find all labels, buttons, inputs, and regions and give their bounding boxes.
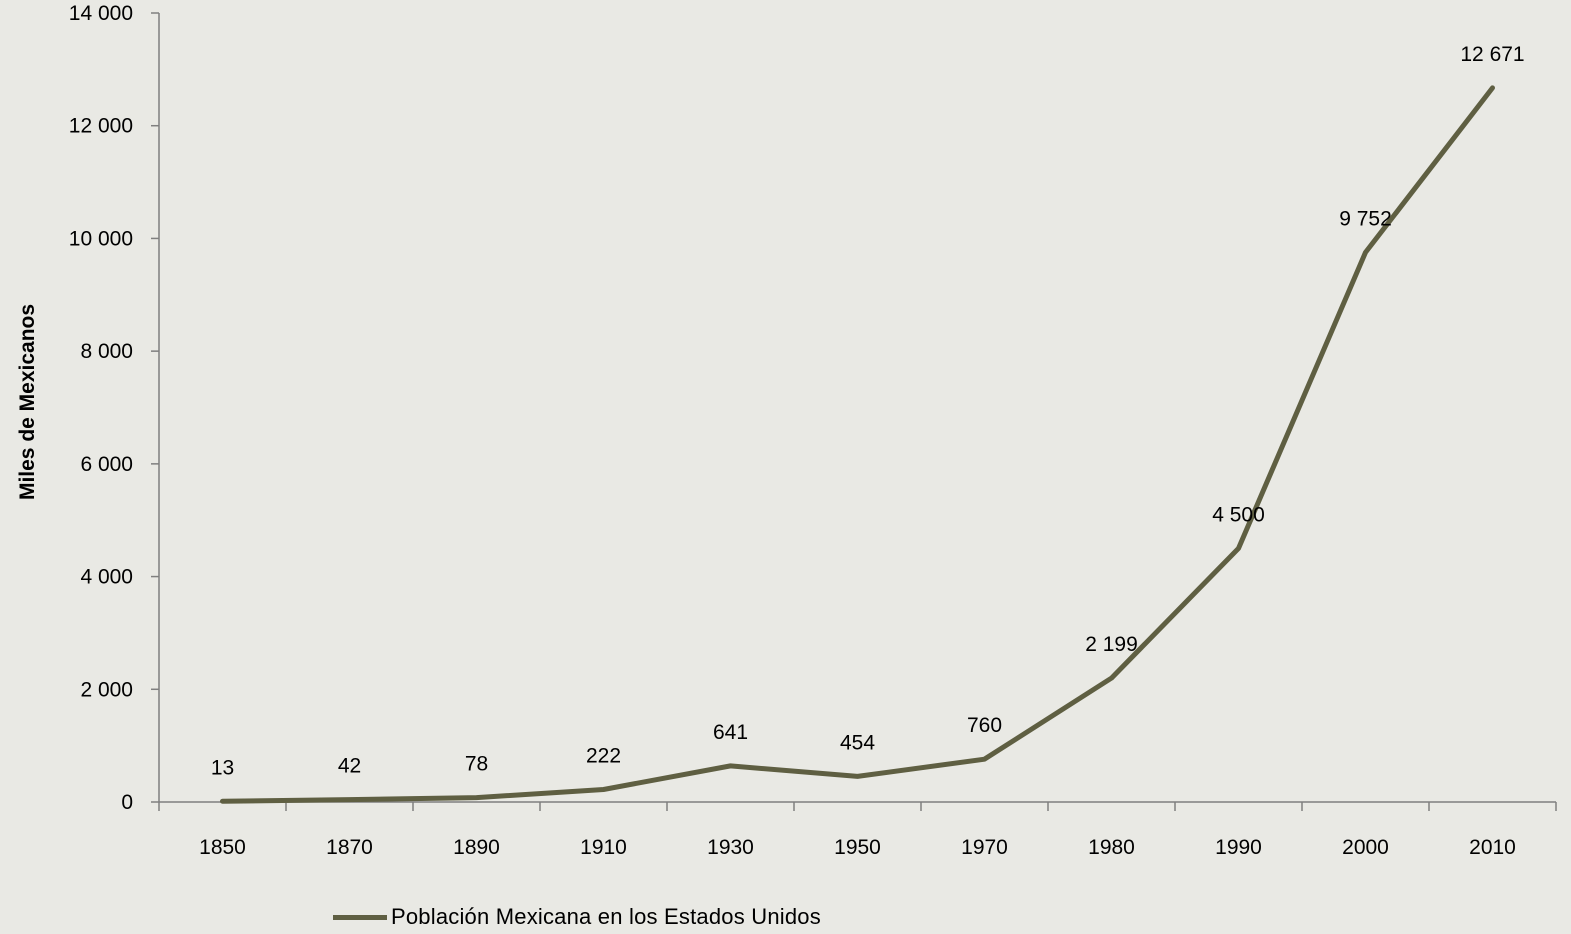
x-tick-label: 1930 — [707, 836, 754, 859]
x-tick-label: 1870 — [326, 836, 373, 859]
y-tick-label: 8 000 — [80, 340, 133, 363]
x-tick-label: 1990 — [1215, 836, 1262, 859]
x-tick-label: 1970 — [961, 836, 1008, 859]
x-tick-label: 1910 — [580, 836, 627, 859]
data-label: 12 671 — [1460, 43, 1524, 66]
y-axis-title: Miles de Mexicanos — [16, 304, 39, 500]
y-tick-label: 0 — [121, 791, 133, 814]
data-label: 13 — [211, 756, 234, 779]
legend-label: Población Mexicana en los Estados Unidos — [391, 904, 821, 929]
y-tick-label: 2 000 — [80, 678, 133, 701]
legend-swatch — [333, 914, 387, 920]
data-label: 42 — [338, 755, 361, 778]
data-label: 454 — [840, 731, 875, 754]
data-label-layer: 13 42 78 222 641 454 760 2 199 4 500 9 752 12 671 — [211, 43, 1525, 779]
data-label: 760 — [967, 714, 1002, 737]
data-label: 9 752 — [1339, 207, 1392, 230]
y-axis: 0 2 000 4 000 6 000 8 000 10 000 12 000 14 000 — [69, 2, 160, 814]
data-label: 2 199 — [1085, 633, 1138, 656]
y-tick-label: 4 000 — [80, 566, 133, 589]
data-label: 4 500 — [1212, 503, 1265, 526]
data-label: 641 — [713, 721, 748, 744]
y-tick-label: 12 000 — [69, 115, 133, 138]
x-axis: 1850 1870 1890 1910 1930 1950 1970 1980 1990 2000… — [158, 801, 1557, 859]
data-label: 78 — [465, 753, 488, 776]
series-layer — [220, 85, 1495, 804]
x-tick-label: 2000 — [1342, 836, 1389, 859]
y-tick-label: 10 000 — [69, 227, 133, 250]
x-tick-label: 1950 — [834, 836, 881, 859]
series-line — [220, 85, 1495, 804]
data-label: 222 — [586, 744, 621, 767]
x-tick-label: 1850 — [199, 836, 246, 859]
y-tick-label: 14 000 — [69, 2, 133, 25]
legend: Población Mexicana en los Estados Unidos — [333, 902, 821, 932]
x-tick-label: 1980 — [1088, 836, 1135, 859]
x-tick-label: 2010 — [1469, 836, 1516, 859]
y-tick-label: 6 000 — [80, 453, 133, 476]
x-tick-label: 1890 — [453, 836, 500, 859]
